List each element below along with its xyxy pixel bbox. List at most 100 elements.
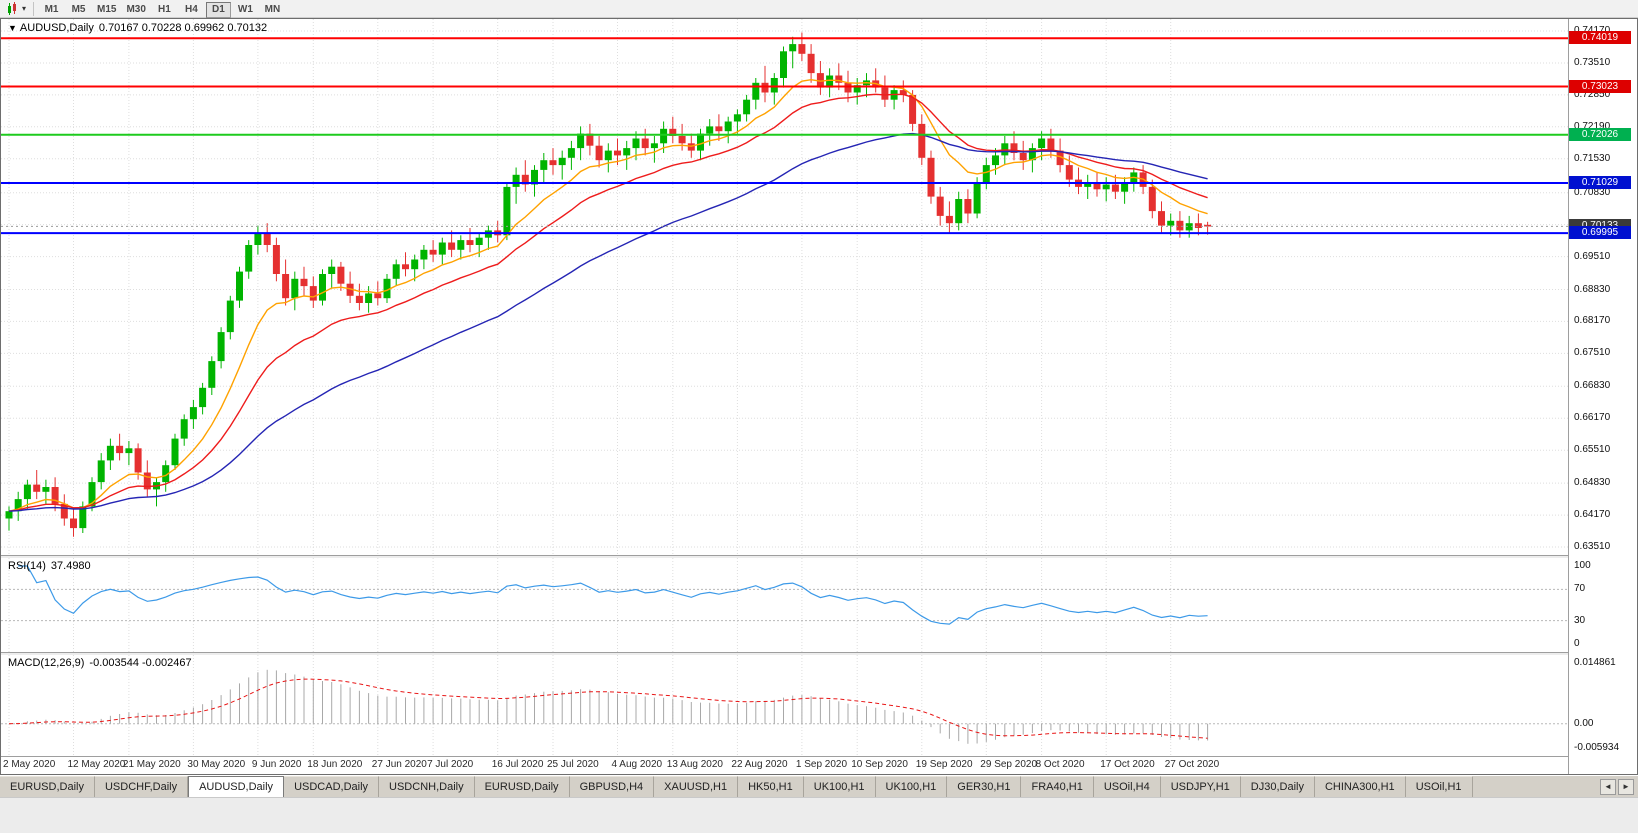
chart-tab-usoil-h1[interactable]: USOil,H1 xyxy=(1405,776,1473,797)
price-tick-label: 0.65510 xyxy=(1574,444,1611,456)
date-label: 27 Jun 2020 xyxy=(371,759,427,770)
timeframe-button-h4[interactable]: H4 xyxy=(179,2,204,18)
date-label: 27 Oct 2020 xyxy=(1164,759,1220,770)
chart-tab-eurusd-daily[interactable]: EURUSD,Daily xyxy=(474,776,570,797)
chart-tab-bar: EURUSD,Daily USDCHF,Daily AUDUSD,Daily USDC… xyxy=(0,775,1638,797)
price-tick-label: 0.63510 xyxy=(1574,541,1611,552)
date-label: 16 Jul 2020 xyxy=(491,759,544,770)
chart-tab-ger30-h1[interactable]: GER30,H1 xyxy=(947,776,1022,797)
chart-tabs: EURUSD,Daily USDCHF,Daily AUDUSD,Daily USDC… xyxy=(0,776,1596,797)
macd-pane[interactable]: MACD(12,26,9) -0.003544 -0.002467 xyxy=(1,655,1569,756)
chart-window: ▼ AUDUSD,Daily 0.70167 0.70228 0.69962 0.7… xyxy=(0,18,1638,775)
date-label: 18 Jun 2020 xyxy=(307,759,363,770)
macd-name: MACD(12,26,9) xyxy=(8,657,85,669)
date-label: 29 Sep 2020 xyxy=(980,759,1038,770)
rsi-tick-label: 70 xyxy=(1574,583,1586,595)
timeframe-toolbar: ▾ M1 M5 M15 M30 H1 H4 D1 W1 MN xyxy=(0,0,1638,18)
price-tick-label: 0.64830 xyxy=(1574,477,1611,489)
tab-scroll-controls: ◄ ► xyxy=(1596,776,1638,797)
timeframe-button-m1[interactable]: M1 xyxy=(39,2,64,18)
rsi-chart[interactable] xyxy=(1,558,1569,652)
date-label: 30 May 2020 xyxy=(187,759,246,770)
chart-tab-dj30-daily[interactable]: DJ30,Daily xyxy=(1240,776,1315,797)
chart-tab-eurusd-daily[interactable]: EURUSD,Daily xyxy=(0,776,95,797)
price-tag: 0.69995 xyxy=(1569,226,1631,240)
price-chart-pane[interactable]: ▼ AUDUSD,Daily 0.70167 0.70228 0.69962 0.7… xyxy=(1,19,1569,555)
chart-tab-gbpusd-h4[interactable]: GBPUSD,H4 xyxy=(569,776,655,797)
tabs-scroll-right-button[interactable]: ► xyxy=(1618,778,1634,795)
toolbar-separator xyxy=(33,1,35,16)
macd-tick-label: 0.014861 xyxy=(1574,657,1616,668)
chart-tab-hk50-h1[interactable]: HK50,H1 xyxy=(738,776,804,797)
chart-type-icon[interactable]: ▾ xyxy=(3,1,29,17)
timeframe-button-mn[interactable]: MN xyxy=(260,2,285,18)
chart-tab-usdcad-daily[interactable]: USDCAD,Daily xyxy=(284,776,380,797)
date-label: 19 Sep 2020 xyxy=(915,759,973,770)
date-label: 12 May 2020 xyxy=(67,759,126,770)
macd-tick-label: -0.005934 xyxy=(1574,742,1620,753)
date-label: 4 Aug 2020 xyxy=(611,759,663,770)
chart-symbol-label: AUDUSD,Daily xyxy=(19,22,94,34)
chart-tab-uk100-h1[interactable]: UK100,H1 xyxy=(875,776,948,797)
price-tick-label: 0.73510 xyxy=(1574,57,1611,68)
timeframe-button-m15[interactable]: M15 xyxy=(93,2,120,18)
price-tick-label: 0.72190 xyxy=(1574,120,1611,132)
chart-tab-fra40-h1[interactable]: FRA40,H1 xyxy=(1021,776,1094,797)
price-tick-label: 0.71530 xyxy=(1574,152,1611,164)
pane-splitter[interactable] xyxy=(1,652,1637,655)
chart-tab-xauusd-h1[interactable]: XAUUSD,H1 xyxy=(654,776,739,797)
date-label: 9 Jun 2020 xyxy=(251,759,302,770)
chart-ohlc-values: 0.70167 0.70228 0.69962 0.70132 xyxy=(98,22,268,34)
date-axis[interactable]: 2 May 2020 12 May 2020 21 May 2020 30 May 2… xyxy=(1,756,1569,774)
chart-tab-china300-h1[interactable]: CHINA300,H1 xyxy=(1314,776,1406,797)
chart-tab-audusd-daily[interactable]: AUDUSD,Daily xyxy=(188,776,285,797)
price-tick-label: 0.74170 xyxy=(1574,25,1610,37)
macd-values: -0.003544 -0.002467 xyxy=(89,657,192,669)
timeframe-button-m30[interactable]: M30 xyxy=(122,2,149,18)
date-label: 2 May 2020 xyxy=(3,759,56,770)
price-tag: 0.71029 xyxy=(1569,176,1631,189)
price-tick-label: 0.72850 xyxy=(1574,88,1611,100)
price-tag: 0.72026 xyxy=(1569,127,1631,141)
rsi-name: RSI(14) xyxy=(8,560,46,572)
chart-tab-usdjpy-h1[interactable]: USDJPY,H1 xyxy=(1160,776,1241,797)
candlestick-glyph xyxy=(8,1,16,15)
date-label: 17 Oct 2020 xyxy=(1100,759,1155,770)
rsi-tick-label: 100 xyxy=(1574,560,1591,571)
timeframe-button-w1[interactable]: W1 xyxy=(233,2,258,18)
chevron-down-icon: ▾ xyxy=(22,4,27,13)
timeframe-button-h1[interactable]: H1 xyxy=(152,2,177,18)
date-label: 1 Sep 2020 xyxy=(795,759,848,770)
chart-tab-usdchf-daily[interactable]: USDCHF,Daily xyxy=(94,776,189,797)
chart-tab-usoil-h4[interactable]: USOil,H4 xyxy=(1093,776,1161,797)
macd-chart[interactable] xyxy=(1,655,1569,756)
date-label: 10 Sep 2020 xyxy=(851,759,908,770)
date-label: 8 Oct 2020 xyxy=(1035,759,1085,770)
rsi-indicator-label: RSI(14) 37.4980 xyxy=(8,560,91,572)
price-tick-label: 0.66830 xyxy=(1574,380,1611,392)
price-tick-label: 0.66170 xyxy=(1574,412,1611,424)
date-label: 13 Aug 2020 xyxy=(666,759,723,770)
tabs-scroll-left-button[interactable]: ◄ xyxy=(1600,778,1616,795)
macd-tick-label: 0.00 xyxy=(1574,717,1594,729)
date-label: 25 Jul 2020 xyxy=(547,759,599,770)
price-scale[interactable]: 0.74170 0.73510 0.72850 0.72190 0.71530 0.708… xyxy=(1568,19,1637,774)
pane-splitter[interactable] xyxy=(1,555,1637,558)
collapse-icon[interactable]: ▼ xyxy=(8,23,17,33)
candlestick-chart[interactable] xyxy=(1,19,1569,555)
date-label: 21 May 2020 xyxy=(122,759,181,770)
macd-indicator-label: MACD(12,26,9) -0.003544 -0.002467 xyxy=(8,657,192,669)
rsi-value: 37.4980 xyxy=(50,560,91,572)
price-tick-label: 0.67510 xyxy=(1574,347,1611,359)
price-tick-label: 0.69510 xyxy=(1574,250,1611,262)
price-tick-label: 0.68170 xyxy=(1574,315,1611,327)
chart-tab-usdcnh-daily[interactable]: USDCNH,Daily xyxy=(379,776,475,797)
price-tick-label: 0.68830 xyxy=(1574,283,1611,295)
rsi-pane[interactable]: RSI(14) 37.4980 xyxy=(1,558,1569,652)
timeframe-button-m5[interactable]: M5 xyxy=(66,2,91,18)
status-bar xyxy=(0,797,1638,833)
rsi-tick-label: 0 xyxy=(1574,638,1580,649)
timeframe-button-d1[interactable]: D1 xyxy=(205,1,231,18)
chart-tab-uk100-h1[interactable]: UK100,H1 xyxy=(803,776,876,797)
